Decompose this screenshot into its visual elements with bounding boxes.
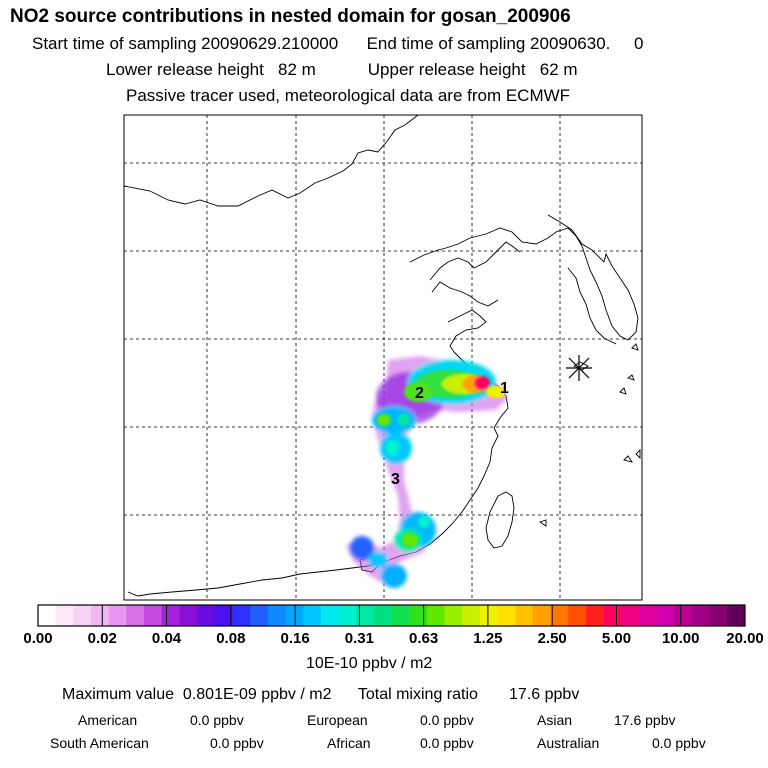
end-time-suffix: 0 bbox=[634, 34, 644, 53]
lower-release-value: 82 m bbox=[278, 60, 316, 79]
tracer-plume bbox=[346, 356, 508, 588]
color-scale-tick-label: 0.04 bbox=[151, 630, 182, 647]
source-label-3: 3 bbox=[391, 471, 400, 488]
upper-release-label: Upper release height bbox=[367, 60, 526, 79]
release-heights: Lower release height 82 m Upper release … bbox=[106, 60, 578, 80]
max-total-line: Maximum value 0.801E-09 ppbv / m2 Total … bbox=[62, 686, 579, 704]
max-value: 0.801E-09 ppbv / m2 bbox=[182, 686, 332, 703]
tracer-note: Passive tracer used, meteorological data… bbox=[126, 86, 571, 105]
map-frame bbox=[123, 114, 643, 601]
region-american-name: American bbox=[78, 712, 138, 728]
color-scale-tick-label: 0.02 bbox=[87, 630, 117, 647]
color-scale-tick-label: 0.00 bbox=[23, 630, 53, 647]
end-time: End time of sampling 20090630. bbox=[366, 34, 611, 53]
region-south-american-value: 0.0 ppbv bbox=[210, 735, 264, 751]
total-mixing-value: 17.6 ppbv bbox=[509, 686, 580, 703]
max-value-label: Maximum value bbox=[62, 686, 175, 703]
color-scale-tick-label: 2.50 bbox=[537, 630, 567, 647]
region-european-value: 0.0 ppbv bbox=[420, 712, 474, 728]
upper-release-value: 62 m bbox=[539, 60, 578, 79]
receptor-star-icon bbox=[566, 355, 592, 381]
region-asian-value: 17.6 ppbv bbox=[614, 712, 676, 728]
region-american-value: 0.0 ppbv bbox=[190, 712, 244, 728]
region-australian-name: Australian bbox=[537, 735, 600, 751]
color-scale-tick-label: 0.63 bbox=[409, 630, 439, 647]
start-time: Start time of sampling 20090629.210000 bbox=[32, 34, 339, 53]
lower-release-label: Lower release height bbox=[106, 60, 264, 79]
color-scale-tick-label: 0.16 bbox=[280, 630, 310, 647]
total-mixing-label: Total mixing ratio bbox=[357, 686, 478, 703]
color-scale-tick-label: 20.00 bbox=[726, 630, 764, 647]
region-south-american-name: South American bbox=[50, 735, 149, 751]
source-label-1: 1 bbox=[500, 380, 509, 397]
region-australian-value: 0.0 ppbv bbox=[652, 735, 706, 751]
source-label-2: 2 bbox=[415, 385, 424, 402]
color-scale-tick-label: 5.00 bbox=[601, 630, 632, 647]
color-scale-tick-label: 1.25 bbox=[473, 630, 503, 647]
region-african-name: African bbox=[327, 735, 371, 751]
region-european-name: European bbox=[307, 712, 368, 728]
chart-title: NO2 source contributions in nested domai… bbox=[10, 6, 571, 27]
color-scale-tick-label: 0.31 bbox=[344, 630, 374, 647]
lat-lon-grid bbox=[124, 115, 642, 600]
units-label: 10E-10 ppbv / m2 bbox=[306, 655, 433, 672]
region-asian-name: Asian bbox=[537, 712, 573, 728]
color-scale-tick-label: 10.00 bbox=[661, 630, 700, 647]
color-scale-tick-label: 0.08 bbox=[216, 630, 246, 647]
sampling-times: Start time of sampling 20090629.210000 E… bbox=[32, 34, 643, 54]
region-african-value: 0.0 ppbv bbox=[420, 735, 474, 751]
